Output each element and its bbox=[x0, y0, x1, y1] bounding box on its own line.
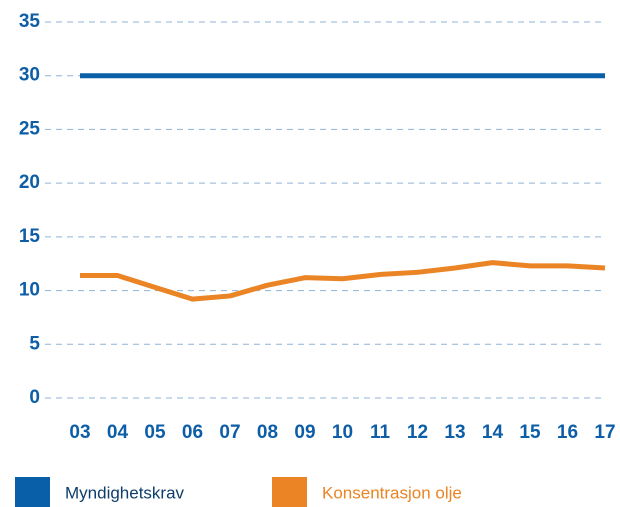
legend-label: Myndighetskrav bbox=[65, 483, 185, 502]
line-series bbox=[80, 260, 606, 302]
legend-swatch bbox=[272, 477, 307, 507]
x-tick-label: 04 bbox=[107, 422, 129, 443]
y-tick-label: 0 bbox=[29, 387, 40, 408]
x-tick-label: 08 bbox=[257, 422, 278, 443]
x-tick-label: 10 bbox=[332, 422, 353, 443]
y-tick-label: 10 bbox=[19, 280, 40, 301]
x-tick-label: 15 bbox=[519, 422, 541, 443]
legend-label: Konsentrasjon olje bbox=[322, 483, 462, 502]
y-tick-label: 30 bbox=[19, 65, 40, 86]
x-tick-label: 14 bbox=[482, 422, 504, 443]
x-tick-label: 03 bbox=[69, 422, 90, 443]
x-tick-label: 06 bbox=[182, 422, 203, 443]
legend-swatch bbox=[15, 477, 50, 507]
y-tick-label: 25 bbox=[19, 118, 41, 139]
y-tick-label: 35 bbox=[19, 11, 41, 32]
x-tick-label: 12 bbox=[407, 422, 428, 443]
x-tick-label: 13 bbox=[444, 422, 465, 443]
x-tick-label: 07 bbox=[219, 422, 240, 443]
y-tick-label: 15 bbox=[19, 226, 41, 247]
y-tick-label: 20 bbox=[19, 172, 40, 193]
x-tick-label: 11 bbox=[370, 422, 391, 443]
x-tick-label: 16 bbox=[557, 422, 578, 443]
x-tick-label: 05 bbox=[144, 422, 166, 443]
x-tick-label: 09 bbox=[294, 422, 315, 443]
y-tick-label: 5 bbox=[29, 333, 40, 354]
x-tick-label: 17 bbox=[594, 422, 615, 443]
